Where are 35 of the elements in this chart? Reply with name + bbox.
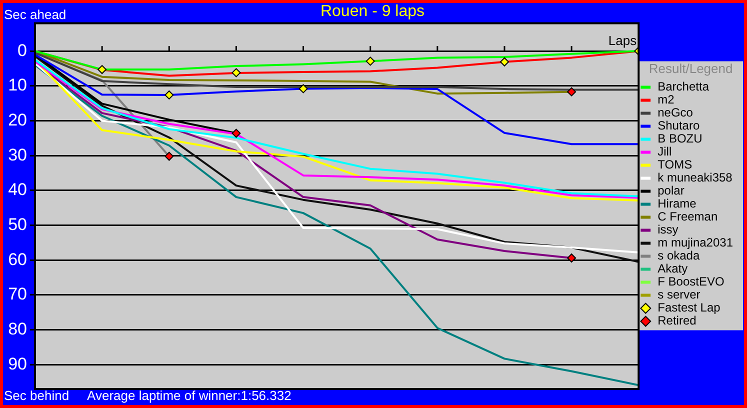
y-tick-label: 70 (8, 284, 27, 304)
legend-label: B BOZU (658, 132, 702, 146)
y-tick-label: 50 (8, 214, 27, 234)
legend-label: Fastest Lap (658, 300, 721, 315)
annotation: Average laptime of winner:1:56.332 (87, 388, 292, 403)
legend-label: F BoostEVO (658, 274, 724, 289)
legend-label: Shutaro (658, 118, 700, 133)
legend-label: s server (658, 288, 700, 302)
x-axis-title: Laps (608, 33, 638, 48)
legend-label: Jill (658, 144, 672, 159)
y-tick-label: 30 (8, 145, 27, 164)
legend-label: k muneaki358 (658, 170, 733, 185)
y-tick-label: 90 (8, 354, 27, 374)
legend-label: m2 (658, 92, 675, 107)
legend-label: neGco (658, 106, 694, 120)
legend-label: s okada (658, 248, 700, 263)
legend-label: TOMS (658, 158, 692, 172)
y-tick-label: 20 (8, 110, 27, 130)
y-tick-label: 0 (18, 40, 27, 60)
legend-label: Hirame (658, 196, 697, 211)
y-tick-label: 10 (8, 76, 27, 95)
chart-title: Rouen - 9 laps (320, 3, 425, 20)
y-tick-label: 40 (8, 180, 27, 200)
annotation: Sec behind (4, 388, 70, 403)
legend-label: Retired (658, 314, 696, 328)
legend-label: C Freeman (658, 210, 718, 224)
legend-label: m mujina2031 (658, 236, 734, 250)
y-tick-label: 60 (8, 250, 27, 269)
legend-label: issy (658, 222, 678, 237)
legend-label: Akaty (658, 262, 688, 276)
y-tick-label: 80 (8, 319, 27, 338)
legend-label: Barchetta (658, 80, 710, 94)
y-axis-title: Sec ahead (4, 7, 66, 22)
legend-title: Result/Legend (648, 60, 733, 76)
legend-label: polar (658, 184, 684, 198)
